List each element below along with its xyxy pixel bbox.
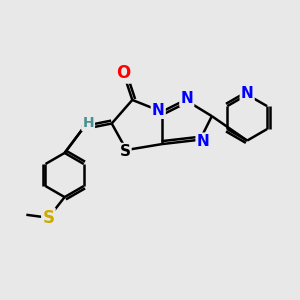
Text: N: N: [241, 86, 253, 101]
Text: N: N: [152, 103, 165, 118]
Text: O: O: [116, 64, 130, 82]
Text: N: N: [180, 91, 193, 106]
Text: S: S: [42, 209, 54, 227]
Text: S: S: [119, 144, 130, 159]
Text: N: N: [196, 134, 209, 149]
Text: H: H: [82, 116, 94, 130]
